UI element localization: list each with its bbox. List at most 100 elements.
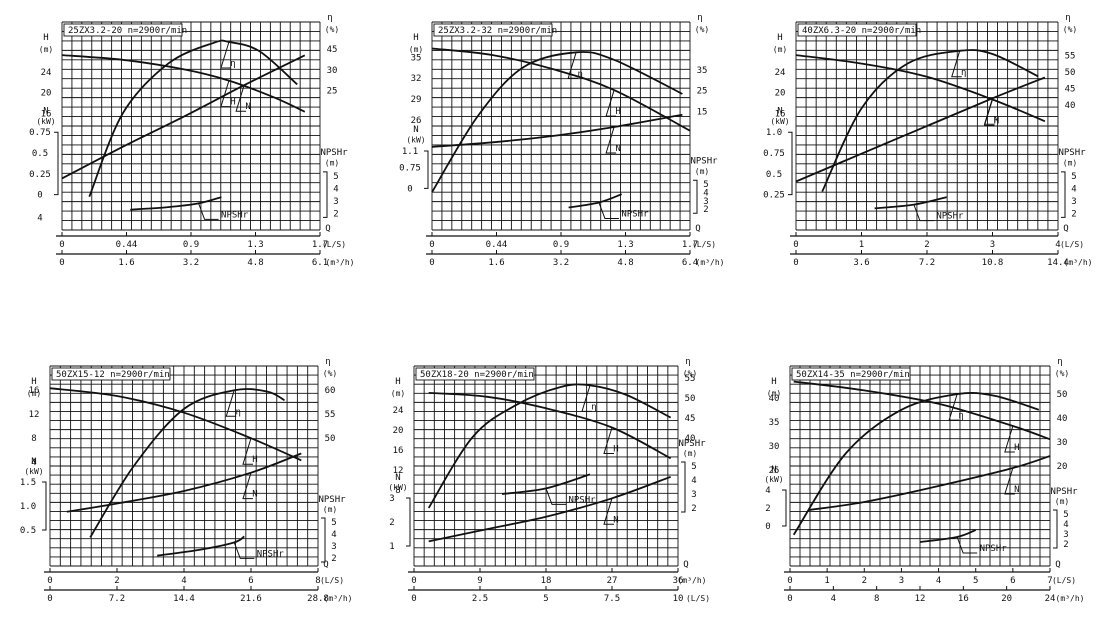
npsh-axis-bracket <box>1053 509 1058 549</box>
npsh-axis-label: NPSHr <box>320 148 348 158</box>
npsh-axis-label: NPSHr <box>678 439 706 449</box>
series-npshr-line <box>874 196 947 210</box>
series-npshr-line <box>157 535 245 557</box>
n-tick-label: 1.5 <box>20 478 36 488</box>
series-leader <box>603 498 614 525</box>
chart-title: 25ZX3.2-32 n=2900r/min <box>438 26 557 36</box>
q-tick-label: 0.44 <box>116 240 138 250</box>
q2-tick-label: 0 <box>793 258 798 268</box>
npsh-tick-label: 4 <box>691 476 696 486</box>
series-label: N <box>613 515 618 525</box>
q2-tick-label: 0 <box>787 594 792 604</box>
q2-tick-label: 4.8 <box>617 258 633 268</box>
series-n-line <box>808 455 1051 511</box>
series-leader <box>235 85 247 112</box>
series-npshr-line <box>568 193 623 209</box>
n-axis-label: N <box>413 125 418 135</box>
q2-tick-label: 3.2 <box>553 258 569 268</box>
series-h-line <box>428 392 672 460</box>
series-leader <box>242 438 253 465</box>
n-tick-label: 0.5 <box>766 170 782 180</box>
eta-axis-label: η <box>1057 357 1062 367</box>
stray-mark: 4 <box>37 214 42 224</box>
n-tick-label: 1.0 <box>766 128 782 138</box>
eta-tick-label: 45 <box>327 45 338 55</box>
n-axis-bracket <box>406 497 411 547</box>
npsh-tick-label: 5 <box>1063 510 1068 520</box>
q2-tick-label: 7.2 <box>109 594 125 604</box>
series-n-line <box>795 76 1046 183</box>
h-tick-label: 16 <box>41 110 52 120</box>
q-axis-label: Q <box>683 560 688 570</box>
eta-tick-label: 50 <box>1065 68 1076 78</box>
n-tick-label: 0.5 <box>20 526 36 536</box>
eta-tick-label: 25 <box>697 87 708 97</box>
n-axis-unit: (kW) <box>764 475 783 484</box>
npsh-axis-bracket <box>323 171 328 218</box>
h-tick-label: 16 <box>29 386 40 396</box>
q2-tick-label: 0 <box>59 258 64 268</box>
npsh-axis-unit: (m) <box>325 159 339 168</box>
q-tick-label: 6 <box>248 576 253 586</box>
q2-tick-label: 3.6 <box>853 258 869 268</box>
series-n-line <box>61 54 306 180</box>
chart-title: 50ZX14-35 n=2900r/min <box>796 370 910 380</box>
n-tick-label: 0.75 <box>29 128 51 138</box>
q-tick-label: 27 <box>607 576 618 586</box>
q-tick-label: 2 <box>114 576 119 586</box>
h-tick-label: 30 <box>769 442 780 452</box>
n-tick-label: 3 <box>389 494 394 504</box>
npsh-tick-label: 2 <box>691 504 696 514</box>
eta-tick-label: 60 <box>325 386 336 396</box>
series-label: N <box>1014 485 1019 495</box>
series-label: η <box>591 402 596 412</box>
q2-tick-label: 2.5 <box>472 594 488 604</box>
series-leader <box>983 98 995 125</box>
q-tick-label: 1 <box>859 240 864 250</box>
h-tick-label: 20 <box>775 89 786 99</box>
q2-axis-unit: (m³/h) <box>696 258 725 267</box>
h-tick-label: 40 <box>769 394 780 404</box>
q2-axis-unit: (m³/h) <box>324 594 353 603</box>
npsh-axis-bracket <box>681 461 686 513</box>
q-tick-label: 3 <box>899 576 904 586</box>
q-tick-label: 4 <box>936 576 941 586</box>
q2-tick-label: 12 <box>915 594 926 604</box>
q-tick-label: 3 <box>990 240 995 250</box>
series-leader <box>951 50 962 78</box>
npsh-tick-label: 4 <box>1071 184 1076 194</box>
n-tick-label: 0.75 <box>763 149 785 159</box>
q2-tick-label: 0 <box>47 594 52 604</box>
q-axis-unit: (L/S) <box>1060 240 1084 249</box>
q2-tick-label: 14.4 <box>1047 258 1069 268</box>
npsh-tick-label: 3 <box>1063 530 1068 540</box>
title-box <box>797 23 917 37</box>
q2-tick-label: 10 <box>673 594 684 604</box>
npsh-tick-label: 2 <box>703 205 708 215</box>
q-axis-unit: (L/S) <box>1052 576 1076 585</box>
npsh-tick-label: 3 <box>331 542 336 552</box>
series-label: N <box>245 102 250 112</box>
series-leader <box>220 41 231 69</box>
q-axis-label: Q <box>1055 560 1060 570</box>
h-tick-label: 16 <box>775 110 786 120</box>
eta-axis-label: η <box>697 13 702 23</box>
series-leader <box>1004 467 1015 495</box>
n-tick-label: 1.1 <box>402 147 418 157</box>
pump-chart-2: 25ZX3.2-32 n=2900r/minH(m)35322926N(kW)1… <box>399 13 724 268</box>
q2-tick-label: 4 <box>831 594 836 604</box>
npsh-tick-label: 5 <box>691 462 696 472</box>
q-tick-label: 6 <box>1010 576 1015 586</box>
q2-tick-label: 0 <box>429 258 434 268</box>
n-axis-label: N <box>31 457 36 467</box>
series-label: NPSHr <box>257 549 285 559</box>
q-tick-label: 2 <box>862 576 867 586</box>
n-axis-unit: (kW) <box>36 117 55 126</box>
series-leader <box>948 393 960 421</box>
npsh-axis-label: NPSHr <box>318 495 346 505</box>
h-tick-label: 32 <box>411 74 422 84</box>
npsh-axis-unit: (m) <box>683 449 697 458</box>
series-label: NPSHr <box>568 495 596 505</box>
h-tick-label: 26 <box>411 116 422 126</box>
